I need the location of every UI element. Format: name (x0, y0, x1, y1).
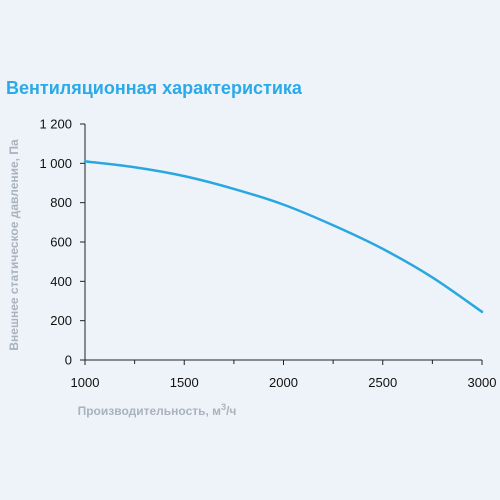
series-layer (83, 160, 484, 314)
x-ticks: 1000 1500 2000 2500 3000 (71, 360, 497, 390)
x-axis-label-main: Производительность, м (78, 404, 222, 418)
y-tick-label: 600 (50, 235, 72, 250)
y-axis-label: Внешнее статическое давление, Па (7, 139, 21, 351)
y-tick-label: 1 000 (39, 156, 72, 171)
y-tick-label: 200 (50, 313, 72, 328)
y-ticks: 0 200 400 600 800 1 000 1 200 (39, 117, 85, 368)
x-tick-label: 2000 (269, 375, 298, 390)
y-tick-label: 400 (50, 274, 72, 289)
chart-axes (84, 124, 482, 361)
x-tick-label: 2500 (368, 375, 397, 390)
x-tick-label: 1500 (170, 375, 199, 390)
x-axis-label-tail: /ч (226, 404, 236, 418)
y-tick-label: 0 (65, 353, 72, 368)
y-tick-label: 1 200 (39, 117, 72, 132)
y-tick-label: 800 (50, 195, 72, 210)
chart-title: Вентиляционная характеристика (6, 78, 302, 98)
x-axis-label-sup: 3 (221, 402, 226, 412)
x-axis-label: Производительность, м3/ч (78, 402, 237, 418)
x-tick-label: 1000 (71, 375, 100, 390)
x-tick-label: 3000 (468, 375, 497, 390)
series-line (83, 160, 484, 314)
